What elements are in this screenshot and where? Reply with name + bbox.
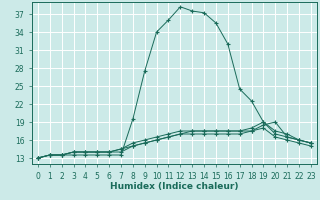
X-axis label: Humidex (Indice chaleur): Humidex (Indice chaleur) <box>110 182 239 191</box>
